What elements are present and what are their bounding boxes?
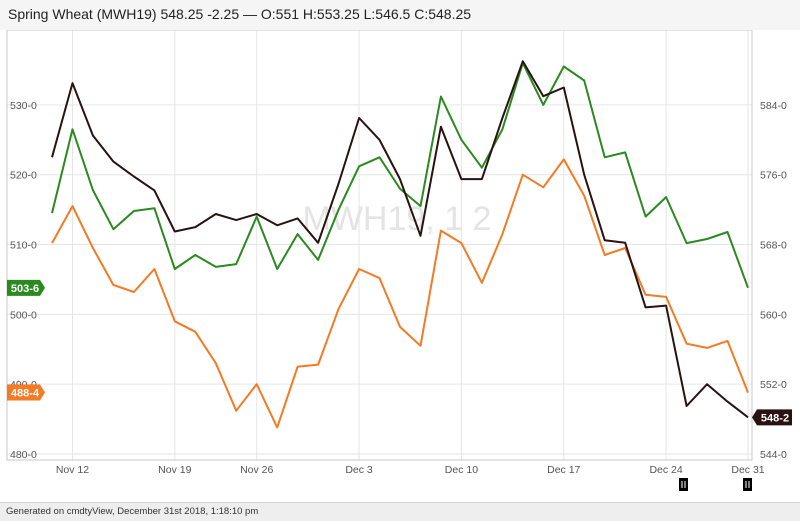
last-price-tag: 503-6 [7,279,45,296]
series-line [51,62,749,289]
session-marker [679,478,688,491]
footer-bar: Generated on cmdtyView, December 31st 20… [0,502,800,521]
left-tick-label: 530-0 [10,100,37,112]
right-tick-label: 544-0 [760,449,787,461]
right-tick-label: 584-0 [760,100,787,112]
date-tick-label: Dec 17 [547,464,580,476]
date-tick-label: Nov 26 [240,464,273,476]
date-tick-label: Nov 19 [158,464,191,476]
date-tick-label: Nov 12 [56,464,89,476]
tag-label: 548-2 [761,412,789,424]
chart-grid [7,30,752,460]
last-price-tag: 548-2 [752,409,792,426]
date-tick-label: Dec 10 [445,464,478,476]
right-tick-label: 576-0 [760,170,787,182]
series-layer [51,60,749,429]
right-tick-label: 568-0 [760,240,787,252]
tag-label: 488-4 [11,388,40,400]
date-tick-label: Dec 3 [345,464,373,476]
tag-shape [752,409,792,426]
left-tick-label: 480-0 [10,449,37,461]
tag-shape [7,384,45,401]
tag-label: 503-6 [11,283,39,295]
right-price-axis: 544-0 552-0 560-0 568-0 576-0 584-0 [760,100,787,461]
title-bar: Spring Wheat (MWH19) 548.25 -2.25 — O:55… [0,0,800,31]
last-price-tags: 503-6 488-4 548-2 [7,279,792,426]
date-tick-label: Dec 24 [649,464,682,476]
tag-shape [7,279,45,296]
date-axis: Nov 12 Nov 19 Nov 26 Dec 3 Dec 10 Dec 17 Dec 2… [56,464,765,476]
left-tick-label: 510-0 [10,240,37,252]
last-price-tag: 488-4 [7,384,45,401]
chart-title: Spring Wheat (MWH19) 548.25 -2.25 — O:55… [8,6,472,22]
right-tick-label: 552-0 [760,379,787,391]
session-marker [743,478,752,491]
right-tick-label: 560-0 [760,309,787,321]
date-tick-label: Dec 31 [731,464,764,476]
price-chart[interactable]: MWH19, 1 2 480-0490-0500-0510-0520-0530-… [0,30,800,502]
left-tick-label: 500-0 [10,309,37,321]
series-line [51,60,749,419]
plot-frame [6,30,753,461]
left-tick-label: 520-0 [10,170,37,182]
footer-text: Generated on cmdtyView, December 31st 20… [6,506,259,517]
